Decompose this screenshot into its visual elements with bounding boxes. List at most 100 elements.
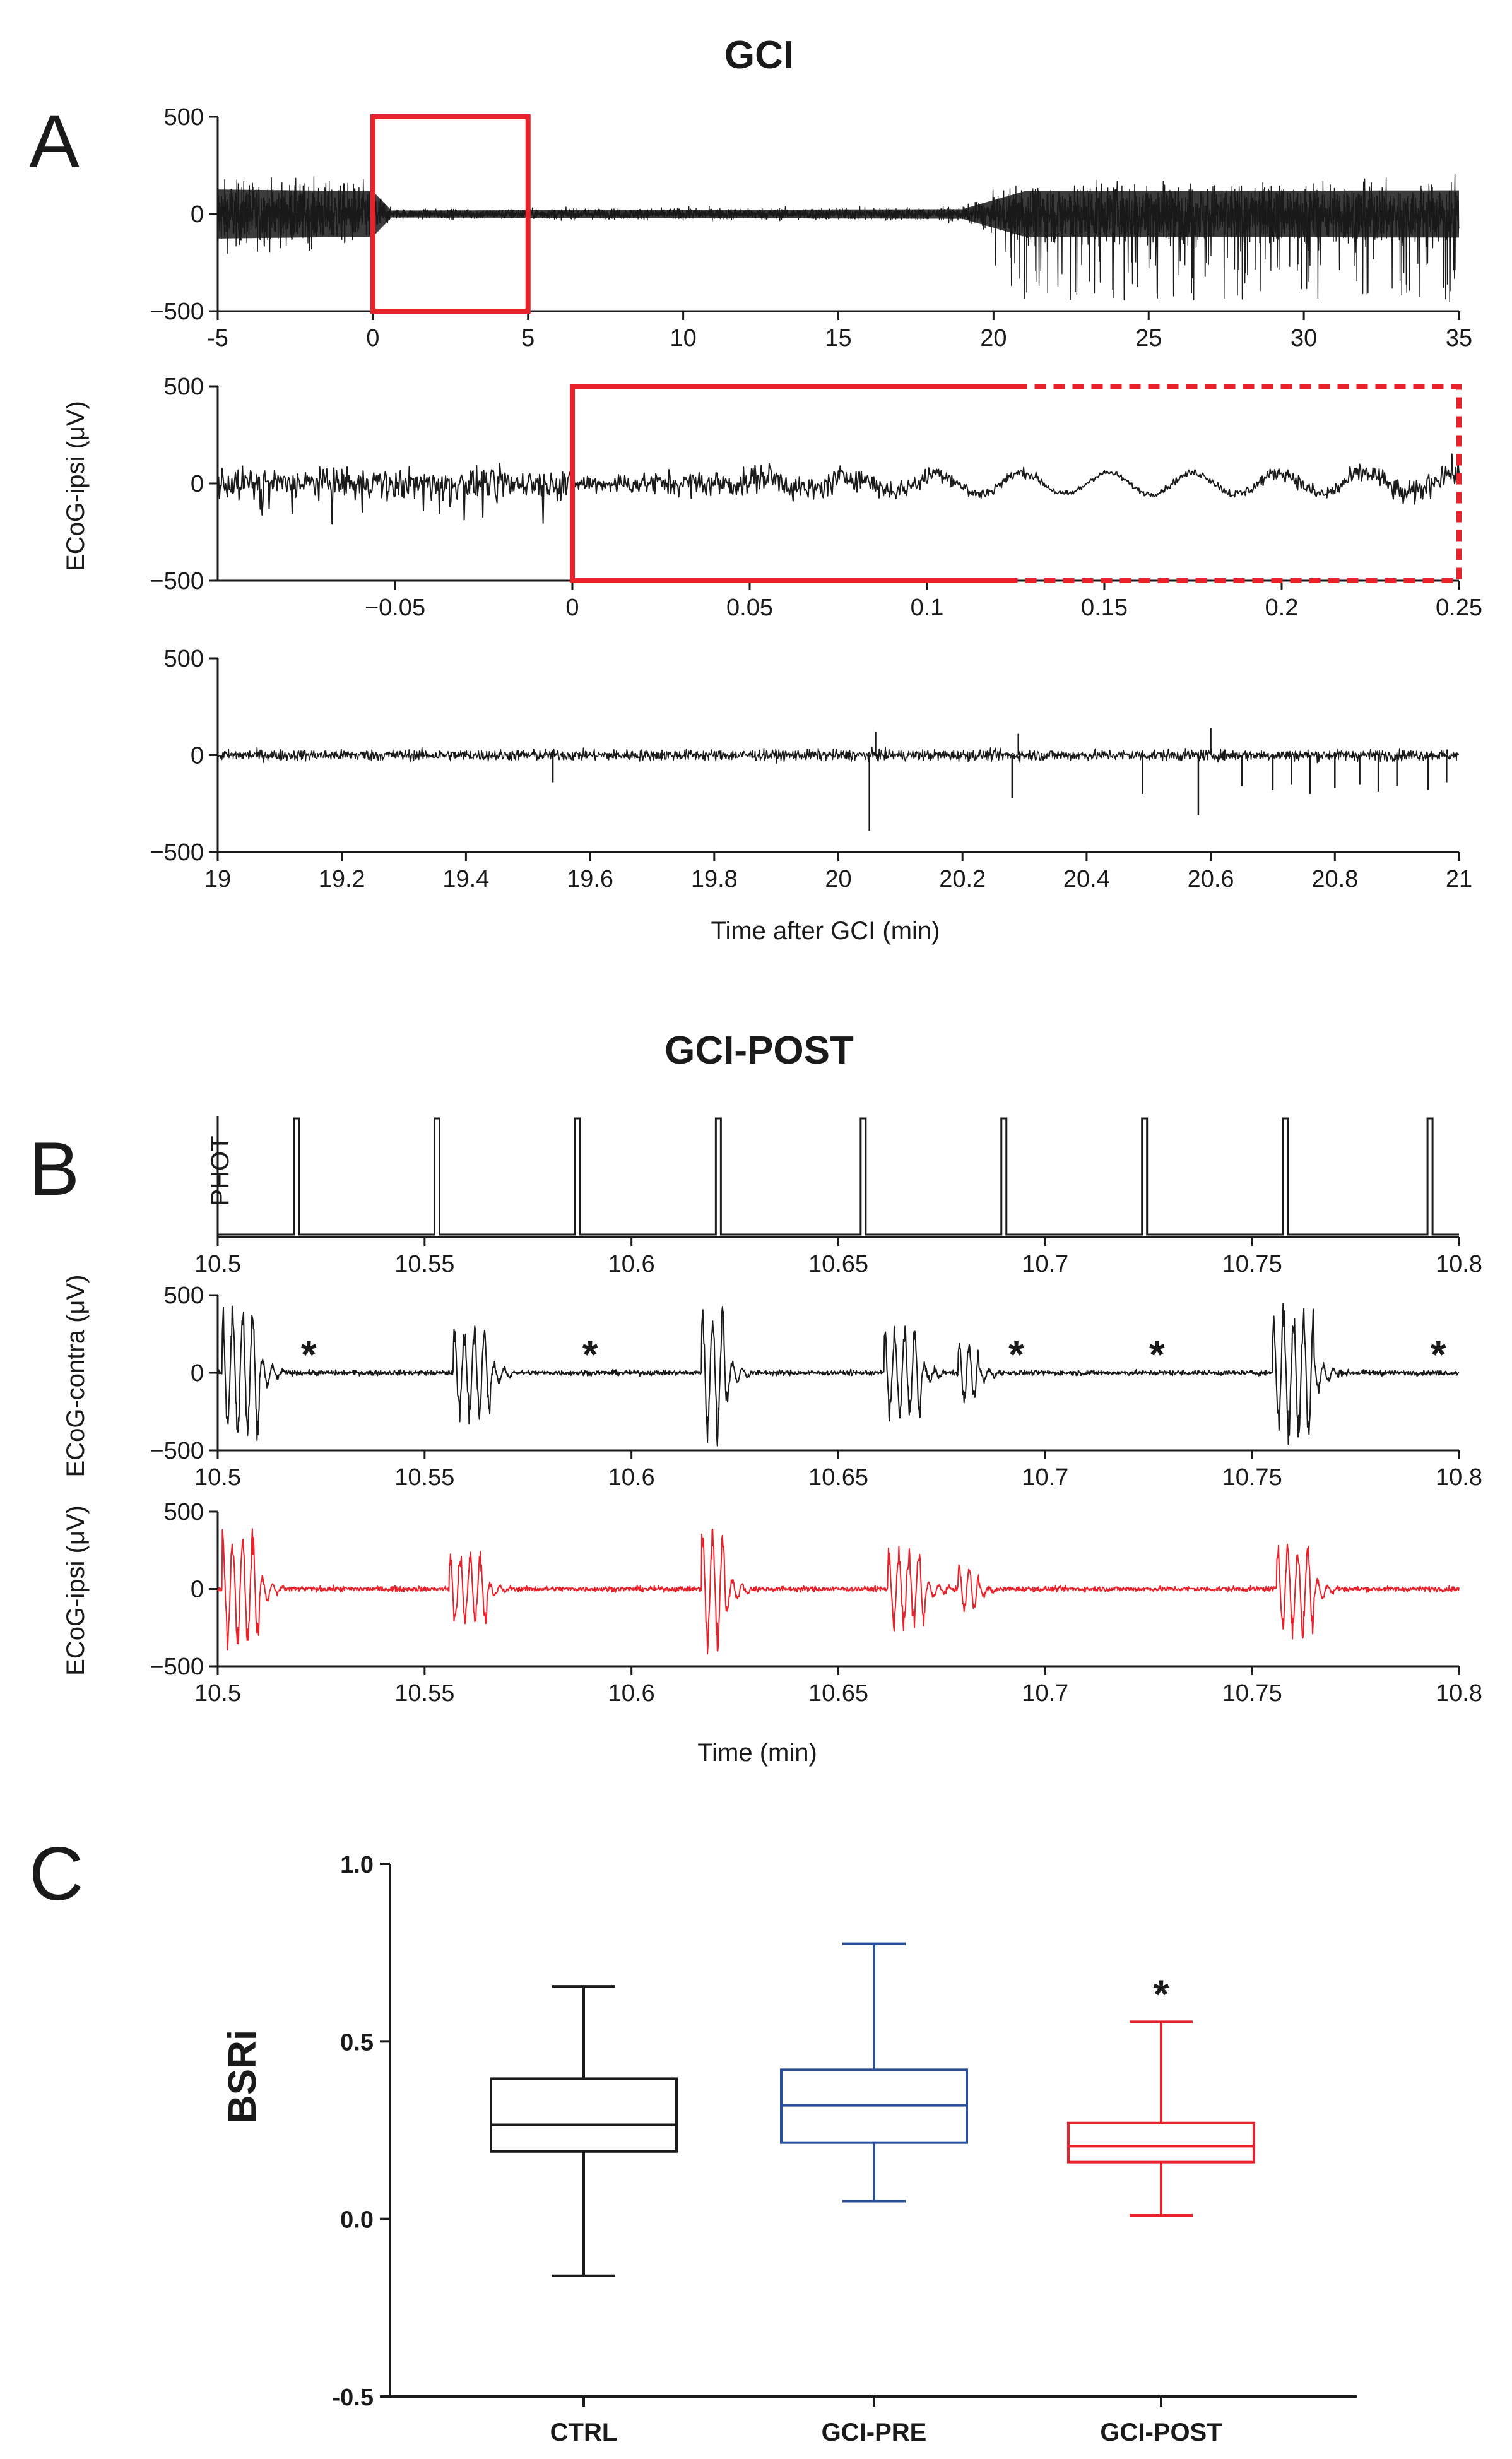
- b2-axes: 10.5 10.55 10.6 10.65 10.7 10.75 10.8 500 0 −500 *…: [150, 1283, 1482, 1491]
- b2-xtick-label: 10.5: [194, 1464, 241, 1491]
- b2-ecog-trace: [217, 1303, 1460, 1447]
- a2-xtick-label: 0: [565, 595, 579, 621]
- a2-xtick-label: 0.05: [726, 595, 773, 621]
- panel-label-b: B: [29, 1127, 80, 1211]
- a1-xtick-label: 10: [670, 325, 696, 352]
- a1-xtick-label: 20: [980, 325, 1007, 352]
- a3-ytick-label: 500: [164, 646, 204, 672]
- panel-a-title: GCI: [724, 33, 794, 77]
- a1-xtick-label: 5: [521, 325, 535, 352]
- a1-highlight-box: [370, 114, 531, 314]
- b2-xtick-label: 10.7: [1022, 1464, 1068, 1491]
- a1-trace-envelope: [218, 189, 1459, 239]
- a3-xtick-label: 20: [825, 866, 851, 892]
- a1-xtick-label: 35: [1446, 325, 1472, 352]
- a3-xtick-label: 20.2: [939, 866, 986, 892]
- c-ytick-label: 1.0: [340, 1852, 374, 1878]
- a3-ytick-label: 0: [191, 743, 204, 769]
- b3-xtick-label: 10.8: [1436, 1680, 1482, 1707]
- a2-ylabel: ECoG-ipsi (μV): [62, 401, 90, 571]
- a1-xtick-label: 0: [366, 325, 379, 352]
- b2-xtick-label: 10.8: [1436, 1464, 1482, 1491]
- b2-asterisk: *: [1008, 1332, 1024, 1377]
- b3-xtick-label: 10.65: [808, 1680, 868, 1707]
- b3-xtick-label: 10.6: [608, 1680, 655, 1707]
- b1-xtick-label: 10.5: [194, 1251, 241, 1277]
- a3-axes: 19 19.2 19.4 19.6 19.8 20 20.2 20.4 20.6 20.8 21 50…: [150, 646, 1472, 892]
- b2-xtick-label: 10.75: [1222, 1464, 1282, 1491]
- b3-ytick-label: 0: [191, 1577, 204, 1603]
- a2-axes: −0.05 0 0.05 0.1 0.15 0.2 0.25 500 0 −500: [150, 374, 1482, 621]
- a2-ytick-label: 500: [164, 374, 204, 400]
- b3-ytick-label: 500: [164, 1499, 204, 1526]
- a2-ytick-label: 0: [191, 471, 204, 497]
- b1-xtick-label: 10.75: [1222, 1251, 1282, 1277]
- b1-xtick-label: 10.55: [394, 1251, 454, 1277]
- a1-ytick-label: 0: [191, 201, 204, 228]
- b2-ytick-label: −500: [150, 1438, 204, 1464]
- a3-xtick-label: 19.4: [442, 866, 489, 892]
- a3-xtick-label: 20.6: [1188, 866, 1234, 892]
- a1-ytick-label: 500: [164, 104, 204, 131]
- c-box-gci-pre: GCI-PRE: [780, 1942, 968, 2446]
- c-axes: 1.0 0.5 0.0 -0.5 CTRL GCI-PRE GCI-POST *: [333, 1852, 1357, 2446]
- a2-ecog-trace: [217, 453, 1460, 525]
- b3-ylabel: ECoG-ipsi (μV): [62, 1505, 90, 1676]
- a3-xtick-label: 20.8: [1311, 866, 1358, 892]
- a3-ytick-label: −500: [150, 839, 204, 866]
- b1-phot-trace: [218, 1117, 1459, 1236]
- a3-xtick-label: 19.8: [691, 866, 738, 892]
- b3-xlabel: Time (min): [697, 1739, 817, 1767]
- a3-xtick-label: 21: [1446, 866, 1472, 892]
- a1-xtick-label: -5: [207, 325, 228, 352]
- c-box-ctrl: CTRL: [490, 1985, 678, 2446]
- b2-ylabel: ECoG-contra (μV): [62, 1275, 90, 1478]
- panel-b-title: GCI-POST: [664, 1029, 854, 1072]
- a2-ytick-label: −500: [150, 568, 204, 595]
- b3-xtick-label: 10.5: [194, 1680, 241, 1707]
- panel-label-c: C: [29, 1832, 84, 1916]
- a1-ytick-label: −500: [150, 299, 204, 325]
- b2-asterisk: *: [1149, 1332, 1165, 1377]
- a1-xtick-label: 25: [1135, 325, 1162, 352]
- b2-asterisk: *: [301, 1332, 317, 1377]
- c-category-label: GCI-POST: [1100, 2419, 1222, 2446]
- a2-xtick-label: 0.25: [1436, 595, 1482, 621]
- a3-xtick-label: 19.6: [567, 866, 613, 892]
- b1-ylabel: PHOT: [206, 1135, 234, 1206]
- a3-xtick-label: 19: [204, 866, 231, 892]
- c-category-label: CTRL: [550, 2419, 618, 2446]
- b2-asterisk: *: [1431, 1332, 1446, 1377]
- c-box-gci-post: GCI-POST *: [1067, 1971, 1255, 2446]
- b2-xtick-label: 10.6: [608, 1464, 655, 1491]
- c-iqr-box: [490, 2077, 678, 2153]
- b3-ytick-label: −500: [150, 1654, 204, 1680]
- b1-axes: 10.5 10.55 10.6 10.65 10.7 10.75 10.8: [194, 1116, 1482, 1277]
- b3-axes: 10.5 10.55 10.6 10.65 10.7 10.75 10.8 500 0 −500: [150, 1499, 1482, 1707]
- b3-xtick-label: 10.55: [394, 1680, 454, 1707]
- b1-xtick-label: 10.6: [608, 1251, 655, 1277]
- b2-xtick-label: 10.55: [394, 1464, 454, 1491]
- c-ytick-label: -0.5: [333, 2385, 374, 2411]
- b2-ytick-label: 500: [164, 1283, 204, 1309]
- b1-xtick-label: 10.65: [808, 1251, 868, 1277]
- c-category-label: GCI-PRE: [822, 2419, 927, 2446]
- a1-xtick-label: 30: [1291, 325, 1317, 352]
- a3-xtick-label: 20.4: [1063, 866, 1110, 892]
- b3-xtick-label: 10.75: [1222, 1680, 1282, 1707]
- c-ytick-label: 0.5: [340, 2029, 374, 2056]
- b3-xtick-label: 10.7: [1022, 1680, 1068, 1707]
- a2-highlight-box-solid: [570, 384, 1016, 583]
- b2-ytick-label: 0: [191, 1360, 204, 1387]
- panel-label-a: A: [29, 99, 80, 184]
- a3-xlabel: Time after GCI (min): [711, 917, 940, 945]
- a1-xtick-label: 15: [825, 325, 851, 352]
- b1-xtick-label: 10.7: [1022, 1251, 1068, 1277]
- a2-xtick-label: 0.1: [911, 595, 944, 621]
- a3-ecog-trace: [217, 746, 1460, 764]
- a1-axes: -5 0 5 10 15 20 25 30 35 500 0 −500: [150, 104, 1472, 352]
- a2-highlight-box-dashed: [1015, 384, 1462, 583]
- a2-xtick-label: 0.2: [1265, 595, 1299, 621]
- c-ylabel: BSRi: [221, 2030, 264, 2123]
